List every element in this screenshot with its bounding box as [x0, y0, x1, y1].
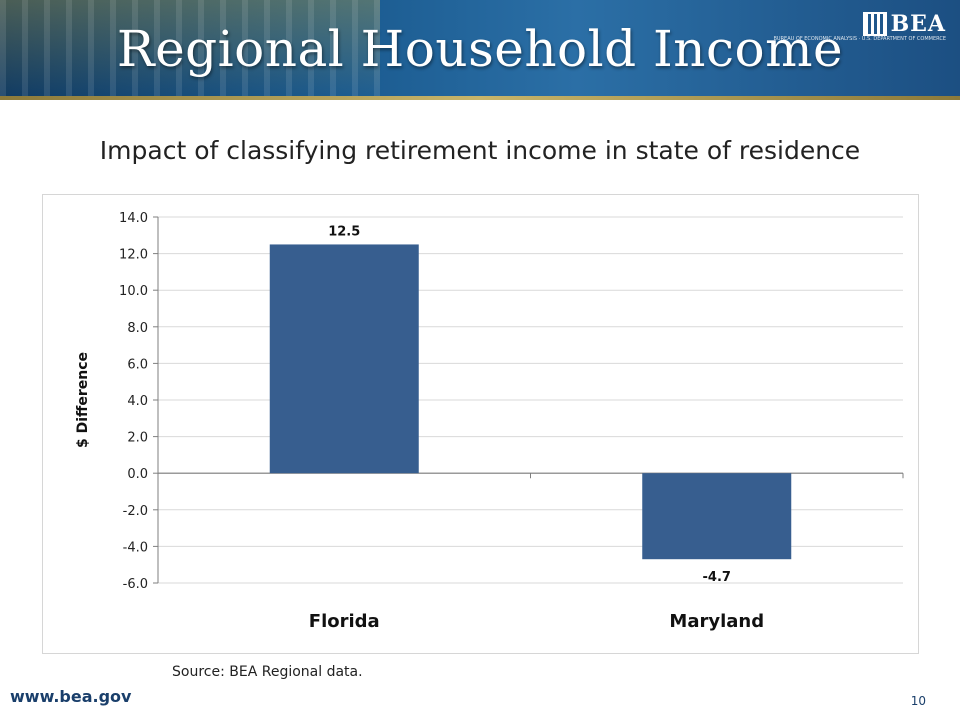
- bar-florida: [269, 244, 419, 474]
- data-label: -4.7: [703, 570, 731, 585]
- bea-logo: BEA BUREAU OF ECONOMIC ANALYSIS · U.S. D…: [773, 6, 946, 42]
- slide-title: Regional Household Income: [116, 20, 844, 78]
- banner-decoration: [0, 0, 380, 100]
- y-tick-label: 10.0: [119, 284, 148, 299]
- y-axis-title: $ Difference: [75, 352, 91, 448]
- y-tick-label: 4.0: [127, 394, 148, 409]
- data-label: 12.5: [328, 224, 360, 239]
- y-tick-label: 6.0: [127, 357, 148, 372]
- bar-maryland: [642, 473, 792, 560]
- bar-chart: 14.0 12.0 10.0 8.0 6.0 4.0 2.0 0.0 -2.0 -4.0 -6.0 1…: [75, 211, 904, 632]
- page-number: 10: [910, 694, 926, 708]
- y-tick-label: -2.0: [123, 504, 148, 519]
- bea-logo-subtext: BUREAU OF ECONOMIC ANALYSIS · U.S. DEPAR…: [773, 36, 946, 42]
- source-note: Source: BEA Regional data.: [172, 664, 363, 680]
- y-tick-label: 0.0: [127, 467, 148, 482]
- chart-frame: 14.0 12.0 10.0 8.0 6.0 4.0 2.0 0.0 -2.0 -4.0 -6.0 1…: [42, 194, 919, 654]
- y-tick-label: -6.0: [123, 577, 148, 592]
- title-banner: [0, 0, 960, 100]
- y-tick-label: 14.0: [119, 211, 148, 226]
- y-tick-label: 2.0: [127, 431, 148, 446]
- x-category-label: Florida: [309, 611, 380, 632]
- banner-divider: [0, 96, 960, 100]
- y-tick-label: 8.0: [127, 321, 148, 336]
- y-tick-label: -4.0: [123, 540, 148, 555]
- website-link[interactable]: www.bea.gov: [10, 687, 132, 706]
- x-category-label: Maryland: [669, 611, 764, 632]
- bea-logo-icon: [862, 12, 887, 36]
- chart-subtitle: Impact of classifying retirement income …: [99, 136, 861, 165]
- bea-logo-text: BEA: [890, 11, 946, 37]
- y-tick-label: 12.0: [119, 248, 148, 263]
